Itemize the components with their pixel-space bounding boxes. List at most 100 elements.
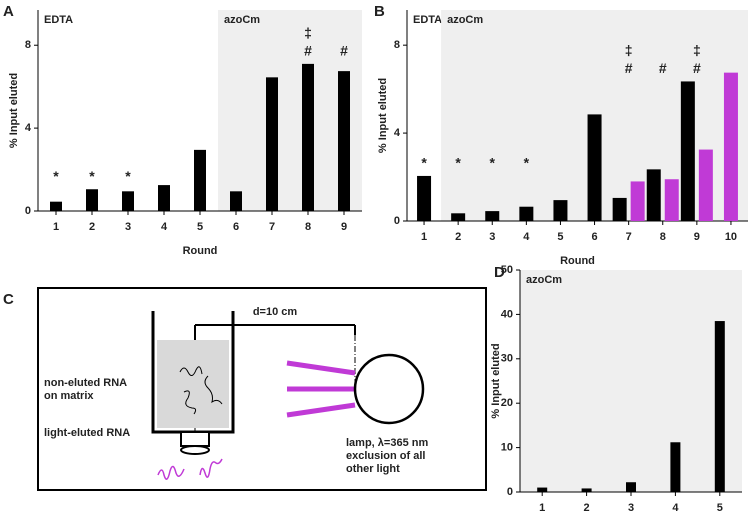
bar [698,149,713,221]
x-tick-label: 9 [694,231,700,243]
light-beam [286,360,356,376]
annotation: * [421,155,427,171]
x-axis-label: Round [560,255,595,267]
annotation: ‡ [304,25,312,41]
eluted-label: light-eluted RNA [44,427,130,439]
annotation: * [89,168,95,184]
y-tick-label: 10 [501,442,513,454]
bar [485,211,500,221]
x-tick-label: 5 [197,221,203,233]
y-tick-label: 8 [25,39,31,51]
bar [612,197,627,221]
x-tick-label: 10 [725,231,737,243]
annotation: * [455,155,461,171]
rna [179,366,203,376]
y-tick-label: 40 [501,308,513,320]
bar [417,175,432,221]
bar [680,81,695,222]
x-tick-label: 4 [161,221,168,233]
eluted-rna [199,458,223,478]
lamp [353,353,425,425]
bar [723,72,738,221]
y-tick-label: 4 [25,122,32,134]
bar [537,487,548,492]
x-tick-label: 2 [89,221,95,233]
bar [122,191,134,211]
region-label: azoCm [224,14,260,26]
bar [587,114,602,221]
bar [266,77,278,211]
x-tick-label: 1 [539,502,545,514]
y-axis-label: % Input eluted [490,343,502,418]
annotation: ‡ [625,42,633,58]
bar [230,191,242,211]
bar [714,321,725,492]
bar [664,179,679,221]
x-tick-label: 7 [269,221,275,233]
x-axis-label: Round [183,245,218,257]
y-tick-label: 30 [501,353,513,365]
annotation: # [659,60,667,76]
rna [183,390,197,415]
region-label: EDTA [44,14,73,26]
x-tick-label: 1 [421,231,427,243]
bar [302,63,314,212]
annotation: * [53,168,59,184]
x-tick-label: 9 [341,221,347,233]
lamp-label: exclusion of all [346,450,425,462]
annotation: * [125,168,131,184]
x-tick-label: 7 [626,231,632,243]
bar [581,488,592,492]
bar [553,200,568,221]
bar [630,181,645,221]
x-tick-label: 4 [672,502,679,514]
bar [50,201,62,211]
x-tick-label: 2 [584,502,590,514]
panel-label: C [3,291,14,308]
rna [204,375,223,405]
y-axis-label: % Input eluted [377,78,389,153]
distance-label: d=10 cm [253,306,298,318]
x-tick-label: 3 [628,502,634,514]
shaded-region [520,270,742,492]
cup [180,431,210,447]
matrix-label: non-eluted RNA [44,377,127,389]
panel-label: D [494,264,505,281]
panel-label: A [3,3,14,20]
bar [194,149,206,211]
diagram: C d=10 cm non-eluted RNA on matrix light… [3,287,487,491]
matrix [157,340,229,428]
y-tick-label: 8 [394,39,400,51]
region-label: azoCm [447,14,483,26]
region-label: EDTA [413,14,442,26]
y-tick-label: 50 [501,264,513,276]
bar [86,189,98,211]
x-tick-label: 1 [53,221,59,233]
annotation: ‡ [693,42,701,58]
x-tick-label: 6 [233,221,239,233]
y-tick-label: 0 [25,205,31,217]
lamp-label: other light [346,463,400,475]
bar [626,482,636,492]
y-axis-label: % Input eluted [8,73,20,148]
light-beam [286,402,356,418]
annotation: * [524,155,530,171]
x-tick-label: 2 [455,231,461,243]
x-tick-label: 4 [523,231,530,243]
x-tick-label: 5 [557,231,563,243]
cup-rim [180,445,210,455]
eluted-rna [157,465,185,480]
bar [519,206,534,221]
y-tick-label: 0 [507,486,513,498]
annotation: # [304,43,312,59]
lamp-label: lamp, λ=365 nm [346,437,428,449]
annotation: * [490,155,496,171]
annotation: # [340,43,348,59]
annotation: # [693,60,701,76]
panel-label: B [374,3,385,20]
y-tick-label: 20 [501,397,513,409]
diagram-frame [37,287,487,491]
matrix-label: on matrix [44,390,94,402]
bar [670,442,681,492]
